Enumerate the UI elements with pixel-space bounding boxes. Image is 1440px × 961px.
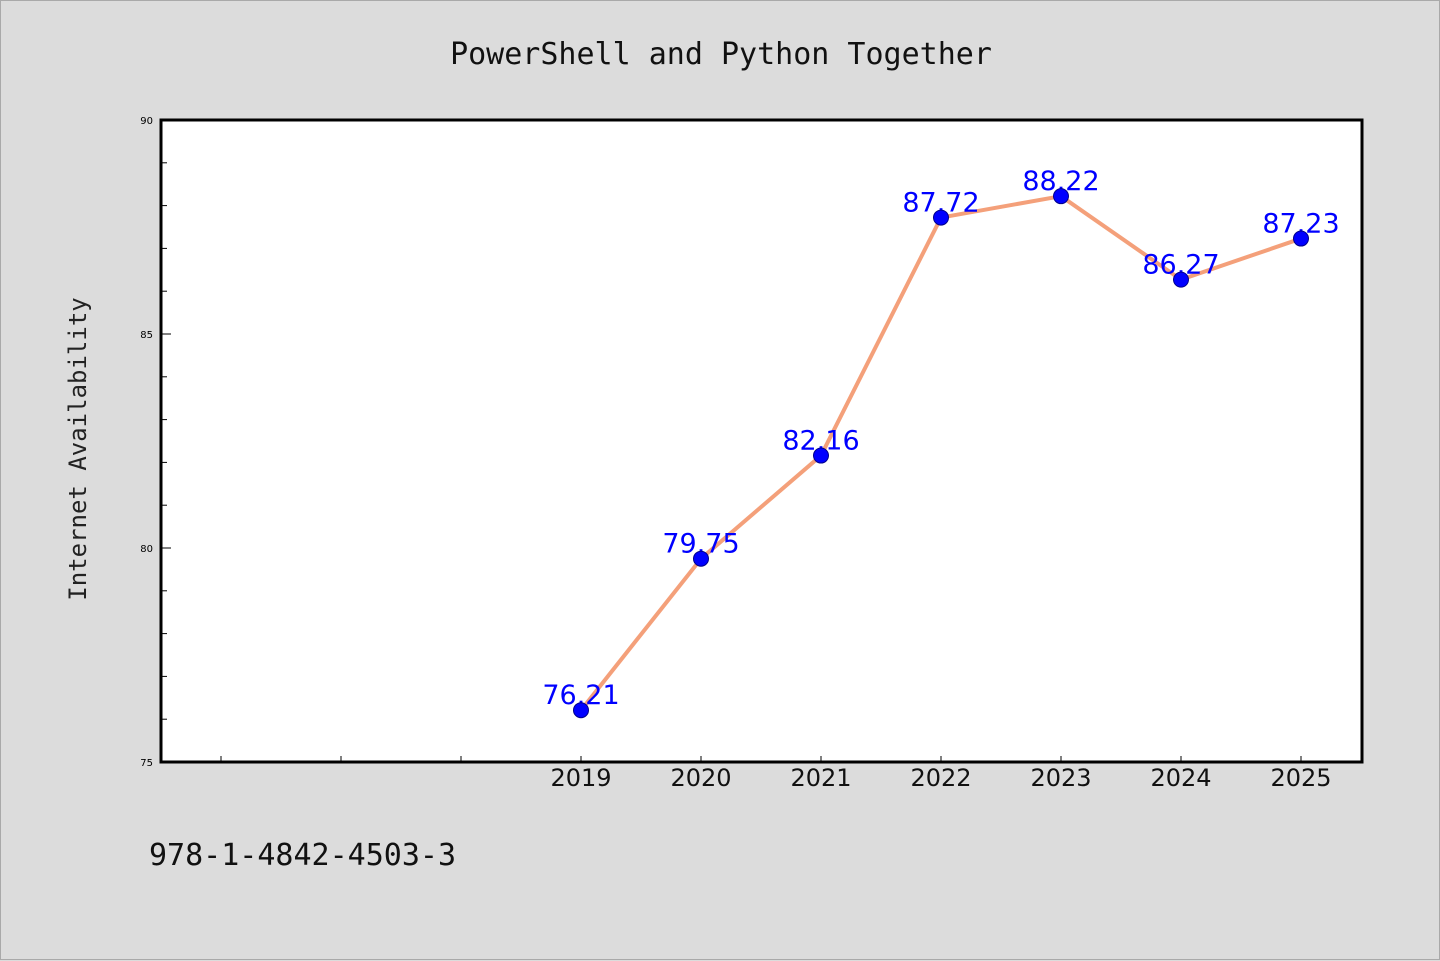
chart-title: PowerShell and Python Together [450,37,992,72]
x-tick-label: 2025 [1270,764,1331,792]
footnote-isbn: 978-1-4842-4503-3 [149,838,456,873]
x-tick-label: 2022 [910,764,971,792]
data-point [813,447,829,464]
y-tick-label: 85 [140,330,153,341]
y-tick-label: 90 [140,116,153,127]
plot-area [159,118,1364,764]
x-tick-label: 2023 [1030,764,1091,792]
y-tick-label: 75 [140,758,153,769]
x-tick-label: 2020 [670,764,731,792]
data-point [1053,188,1069,205]
y-axis-label: Internet Availability [64,297,92,600]
data-point [693,550,709,567]
x-tick-label: 2021 [790,764,851,792]
y-axis: 75 80 85 90 [140,116,171,769]
data-point [573,702,589,719]
data-point [1173,271,1189,288]
y-tick-label: 80 [140,544,153,555]
x-axis: 2019 2020 2021 2022 2023 2024 2025 [220,756,1332,792]
data-point [933,209,949,226]
x-tick-label: 2019 [550,764,611,792]
x-tick-label: 2024 [1150,764,1211,792]
data-point [1293,230,1309,247]
